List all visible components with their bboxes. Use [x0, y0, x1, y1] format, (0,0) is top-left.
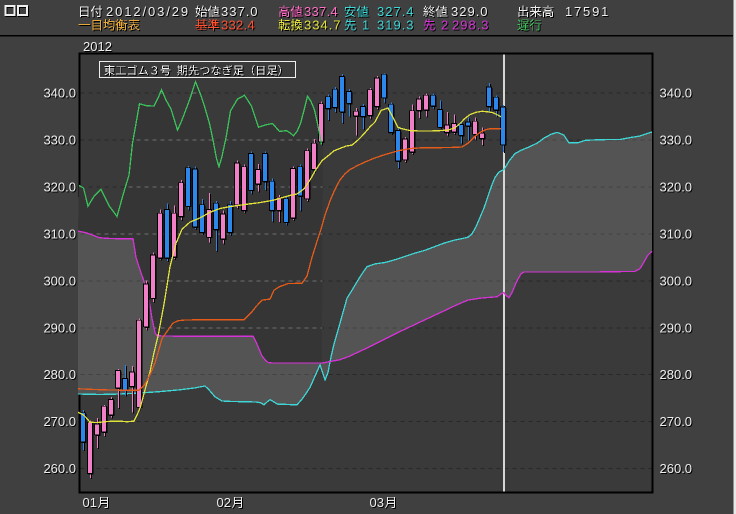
svg-text:320.0: 320.0 [43, 179, 76, 194]
svg-text:2012: 2012 [83, 39, 112, 54]
svg-text:2: 2 [441, 18, 448, 33]
svg-text:330.0: 330.0 [44, 133, 77, 148]
svg-text:319.3: 319.3 [377, 18, 415, 33]
svg-text:319.3: 319.3 [378, 19, 416, 34]
svg-text:337.4: 337.4 [305, 5, 339, 20]
svg-text:260.0: 260.0 [661, 462, 694, 477]
svg-text:260.0: 260.0 [44, 462, 77, 477]
svg-text:320.0: 320.0 [44, 180, 77, 195]
svg-text:330.0: 330.0 [660, 132, 693, 147]
svg-text:17591: 17591 [565, 4, 610, 19]
svg-text:300.0: 300.0 [44, 274, 77, 289]
svg-text:290.0: 290.0 [661, 321, 694, 336]
svg-text:340.0: 340.0 [660, 86, 693, 101]
svg-text:327.4: 327.4 [377, 4, 415, 19]
svg-text:310.0: 310.0 [660, 226, 693, 241]
svg-text:270.0: 270.0 [661, 415, 694, 430]
svg-text:332.4: 332.4 [222, 19, 256, 34]
svg-text:03: 03 [370, 495, 384, 510]
svg-text:340.0: 340.0 [44, 87, 77, 102]
svg-text:1: 1 [362, 18, 369, 33]
svg-text:01: 01 [84, 496, 98, 511]
svg-text:280.0: 280.0 [44, 368, 77, 383]
svg-text:337.0: 337.0 [221, 4, 259, 19]
svg-text:340.0: 340.0 [661, 87, 694, 102]
svg-text:260.0: 260.0 [43, 461, 76, 476]
svg-text:340.0: 340.0 [43, 86, 76, 101]
svg-text:310.0: 310.0 [44, 227, 77, 242]
svg-text:320.0: 320.0 [661, 180, 694, 195]
svg-text:290.0: 290.0 [44, 321, 77, 336]
svg-text:298.3: 298.3 [453, 19, 491, 34]
svg-text:270.0: 270.0 [43, 414, 76, 429]
svg-text:300.0: 300.0 [660, 273, 693, 288]
svg-text:290.0: 290.0 [43, 320, 76, 335]
svg-text:334.7: 334.7 [305, 19, 343, 34]
svg-text:2012/03/29: 2012/03/29 [107, 5, 191, 20]
svg-text:1: 1 [363, 19, 370, 34]
svg-text:332.4: 332.4 [221, 18, 255, 33]
svg-text:300.0: 300.0 [43, 273, 76, 288]
svg-text:17591: 17591 [566, 5, 611, 20]
svg-text:310.0: 310.0 [661, 227, 694, 242]
svg-text:270.0: 270.0 [44, 415, 77, 430]
svg-text:320.0: 320.0 [660, 179, 693, 194]
svg-text:329.0: 329.0 [452, 5, 490, 20]
svg-text:334.7: 334.7 [304, 18, 342, 33]
svg-text:01: 01 [83, 495, 97, 510]
svg-text:280.0: 280.0 [660, 367, 693, 382]
svg-text:2012: 2012 [84, 40, 113, 55]
svg-text:337.0: 337.0 [222, 5, 260, 20]
svg-text:02: 02 [217, 495, 231, 510]
svg-text:260.0: 260.0 [660, 461, 693, 476]
svg-text:03: 03 [371, 496, 385, 511]
svg-text:298.3: 298.3 [452, 18, 490, 33]
svg-text:310.0: 310.0 [43, 226, 76, 241]
svg-text:2: 2 [442, 19, 449, 34]
svg-text:290.0: 290.0 [660, 320, 693, 335]
svg-text:2012/03/29: 2012/03/29 [106, 4, 190, 19]
svg-text:02: 02 [218, 496, 232, 511]
svg-text:280.0: 280.0 [661, 368, 694, 383]
svg-text:270.0: 270.0 [660, 414, 693, 429]
svg-text:327.4: 327.4 [378, 5, 416, 20]
svg-text:330.0: 330.0 [661, 133, 694, 148]
svg-text:337.4: 337.4 [304, 4, 338, 19]
svg-text:329.0: 329.0 [451, 4, 489, 19]
svg-text:300.0: 300.0 [661, 274, 694, 289]
svg-text:280.0: 280.0 [43, 367, 76, 382]
svg-text:330.0: 330.0 [43, 132, 76, 147]
